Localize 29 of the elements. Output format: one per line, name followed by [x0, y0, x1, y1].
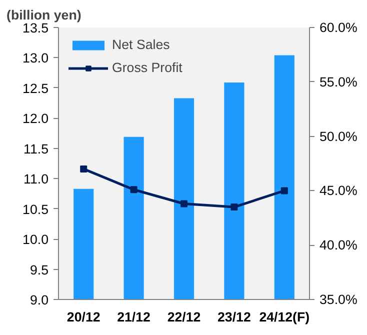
y2-tick-label: 50.0% — [320, 128, 358, 144]
y-axis-title: (billion yen) — [6, 8, 82, 22]
x-tick-label: 22/12 — [167, 310, 201, 324]
point — [280, 187, 288, 194]
y-tick-label: 9.0 — [30, 292, 49, 308]
point — [130, 186, 138, 194]
y-tick-label: 10.0 — [22, 232, 49, 248]
y-tick-label: 9.5 — [30, 262, 49, 278]
point — [80, 165, 88, 172]
point — [180, 200, 188, 208]
y2-tick-label: 40.0% — [320, 238, 358, 253]
x-tick-label: 20/12 — [66, 310, 100, 324]
point — [230, 204, 238, 211]
y2-tick-label: 45.0% — [320, 183, 358, 198]
x-tick-label: 21/12 — [117, 310, 150, 324]
y-tick-label: 11.5 — [24, 141, 48, 156]
y-tick-label: 13.5 — [22, 20, 49, 36]
y-tick-label: 13.0 — [22, 50, 49, 66]
legend-label: Gross Profit — [112, 60, 182, 75]
y-tick-label: 12.0 — [22, 111, 49, 126]
y2-tick-label: 35.0% — [320, 292, 358, 307]
y-tick-label: 10.5 — [22, 202, 49, 217]
y2-tick-label: 55.0% — [320, 74, 358, 90]
x-tick-label: 24/12(F) — [259, 310, 310, 324]
y2-tick-label: 60.0% — [320, 20, 358, 35]
x-tick-label: 23/12 — [218, 310, 251, 324]
y-tick-label: 12.5 — [22, 80, 49, 96]
legend-label: Net Sales — [112, 37, 170, 52]
y-tick-label: 11.0 — [24, 172, 48, 187]
